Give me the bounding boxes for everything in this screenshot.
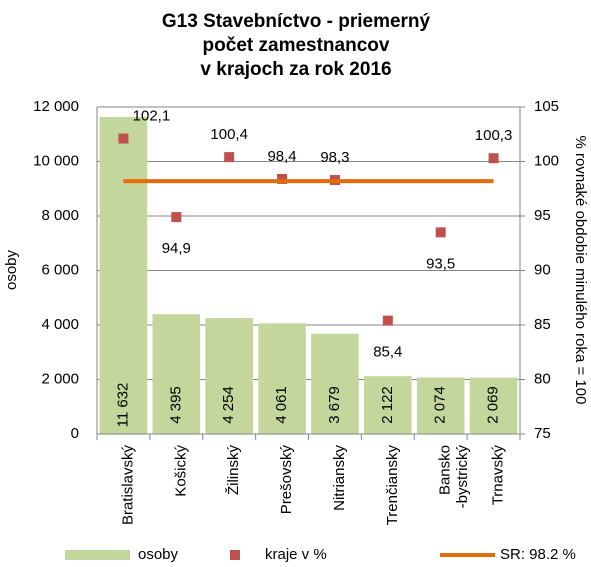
x-tick-label: Prešovský xyxy=(278,445,295,515)
bar xyxy=(258,323,306,434)
point-value-label: 94,9 xyxy=(162,240,191,257)
y-tick-label: 4 000 xyxy=(41,316,79,333)
x-tick-label: Košický xyxy=(172,445,189,497)
y2-tick-label: 90 xyxy=(534,261,551,278)
point-value-label: 93,5 xyxy=(426,255,455,272)
point-value-label: 100,3 xyxy=(475,127,513,144)
bar xyxy=(152,314,201,434)
bar xyxy=(469,377,518,434)
legend-swatch xyxy=(230,550,240,560)
bar-value-label: 4 061 xyxy=(273,386,290,424)
chart-title: G13 Stavebníctvo - priemerný xyxy=(162,11,431,32)
legend-swatch xyxy=(65,550,130,560)
bar-value-label: 4 254 xyxy=(220,386,237,424)
bar xyxy=(311,333,359,434)
y-tick-label: 2 000 xyxy=(41,370,79,387)
marker xyxy=(171,212,182,223)
bar-value-label: 4 395 xyxy=(167,386,184,424)
point-value-label: 100,4 xyxy=(210,126,248,143)
point-value-label: 85,4 xyxy=(373,344,402,361)
y-tick-label: 12 000 xyxy=(33,98,79,115)
bar xyxy=(416,377,465,434)
marker xyxy=(224,152,235,163)
bar-value-label: 2 074 xyxy=(432,386,449,424)
marker xyxy=(277,173,288,184)
point-value-label: 102,1 xyxy=(133,108,171,125)
y2-tick-label: 100 xyxy=(534,152,559,169)
marker xyxy=(435,227,446,238)
bar xyxy=(99,117,148,434)
y2-tick-label: 95 xyxy=(534,207,551,224)
legend-label: osoby xyxy=(138,546,179,563)
y2-axis-label: % rovnaké obdobie minulého roka = 100 xyxy=(572,136,589,405)
marker xyxy=(488,153,499,164)
y-tick-label: 6 000 xyxy=(41,261,79,278)
y-tick-label: 0 xyxy=(71,425,79,442)
x-tick-label: Bansko-bystrický xyxy=(437,445,471,509)
marker xyxy=(382,315,393,326)
bar xyxy=(364,376,412,434)
bar-value-label: 2 069 xyxy=(485,386,502,424)
x-tick-label: Trnavský xyxy=(490,445,507,506)
x-tick-label: Bratislavský xyxy=(119,445,136,526)
y-tick-label: 10 000 xyxy=(33,152,79,169)
y2-tick-label: 75 xyxy=(534,425,551,442)
y-axis-label: osoby xyxy=(3,249,20,290)
bar-value-label: 2 122 xyxy=(379,386,396,424)
x-tick-label: Žilinský xyxy=(225,445,242,496)
y-tick-label: 8 000 xyxy=(41,207,79,224)
chart-title: v krajoch za rok 2016 xyxy=(200,59,391,80)
bar-value-label: 3 679 xyxy=(326,386,343,424)
y2-tick-label: 80 xyxy=(534,370,551,387)
bar-value-label: 11 632 xyxy=(114,383,131,428)
chart-title: počet zamestnancov xyxy=(203,35,390,56)
bar xyxy=(205,318,253,434)
point-value-label: 98,4 xyxy=(267,148,296,165)
legend-label: kraje v % xyxy=(265,546,327,563)
point-value-label: 98,3 xyxy=(320,149,349,166)
marker xyxy=(118,133,129,144)
y2-tick-label: 85 xyxy=(534,316,551,333)
legend-label: SR: 98.2 % xyxy=(500,546,576,563)
x-tick-label: Trenčiansky xyxy=(384,445,401,526)
x-tick-label: Nitriansky xyxy=(331,445,348,511)
y2-tick-label: 105 xyxy=(534,98,559,115)
